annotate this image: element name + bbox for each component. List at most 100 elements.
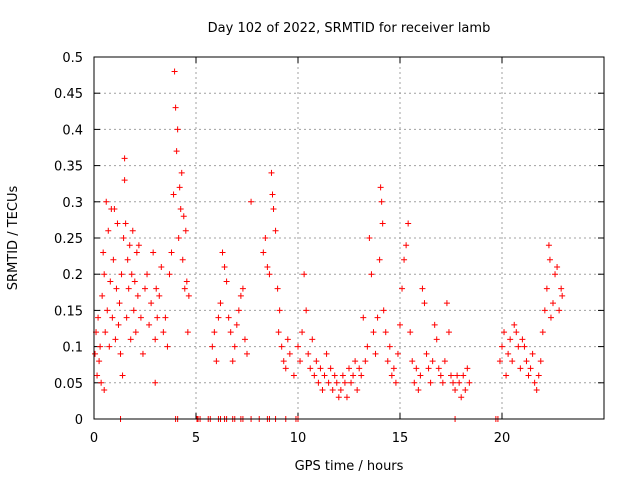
y-tick-label: 0.2 <box>62 268 83 283</box>
data-point <box>437 372 444 379</box>
data-point <box>185 292 192 299</box>
y-axis-label: SRMTID / TECUs <box>6 186 21 291</box>
data-point <box>137 314 144 321</box>
data-point <box>525 372 532 379</box>
data-point <box>423 350 430 357</box>
data-point <box>554 263 561 270</box>
data-point <box>531 379 538 386</box>
data-point <box>407 329 414 336</box>
data-point <box>268 169 275 176</box>
data-point <box>305 350 312 357</box>
data-point <box>264 263 271 270</box>
data-point <box>153 285 160 292</box>
data-point <box>274 285 281 292</box>
data-point <box>399 285 406 292</box>
data-point <box>313 358 320 365</box>
data-point <box>527 365 534 372</box>
data-point <box>173 148 180 155</box>
data-point <box>260 249 267 256</box>
y-tick-label: 0.5 <box>62 51 83 66</box>
data-point <box>415 387 422 394</box>
data-point <box>98 379 105 386</box>
data-point <box>120 235 127 241</box>
data-point <box>171 68 178 75</box>
data-point <box>158 263 165 270</box>
data-point <box>170 191 177 198</box>
data-point <box>341 379 348 386</box>
data-point <box>184 329 191 336</box>
data-point <box>134 292 141 299</box>
data-point <box>106 343 113 350</box>
data-point <box>152 379 159 386</box>
data-point <box>546 256 553 263</box>
data-point <box>217 300 224 307</box>
x-tick-label: 20 <box>494 431 511 446</box>
data-point <box>439 379 446 386</box>
y-tick-label: 0.25 <box>54 232 83 247</box>
data-point <box>323 350 330 357</box>
data-point <box>425 365 432 372</box>
data-point <box>448 372 454 379</box>
data-point <box>517 365 524 372</box>
data-point <box>213 358 220 365</box>
data-point <box>452 387 459 394</box>
data-point <box>431 321 438 328</box>
data-point <box>101 387 108 394</box>
data-point <box>122 220 129 227</box>
data-point <box>325 379 332 386</box>
data-point <box>99 292 106 299</box>
data-point <box>148 300 155 307</box>
data-point <box>501 329 508 336</box>
data-point <box>460 372 467 379</box>
data-point <box>382 329 389 336</box>
data-point <box>337 387 344 394</box>
y-tick-label: 0.45 <box>54 87 83 102</box>
data-point <box>111 206 118 213</box>
data-point <box>458 394 465 401</box>
data-point <box>114 220 121 227</box>
data-point <box>354 387 361 394</box>
data-point <box>297 358 304 365</box>
y-tick-label: 0.4 <box>62 123 83 138</box>
data-point <box>378 198 385 205</box>
y-tick-label: 0.15 <box>54 304 83 319</box>
data-point <box>175 235 182 241</box>
x-tick-label: 15 <box>392 431 409 446</box>
y-tick-label: 0.35 <box>54 160 83 175</box>
data-point <box>519 336 526 343</box>
data-point <box>127 336 134 343</box>
data-point <box>443 300 450 307</box>
data-point <box>445 329 452 336</box>
data-point <box>174 126 181 133</box>
data-point <box>241 336 248 343</box>
data-point <box>95 314 102 321</box>
data-point <box>335 394 342 401</box>
data-point <box>146 321 153 328</box>
data-point <box>233 321 240 328</box>
data-point <box>280 358 287 365</box>
data-point <box>499 343 505 350</box>
data-point <box>154 314 161 321</box>
data-point <box>464 365 471 372</box>
data-point <box>333 379 340 386</box>
data-point <box>309 336 316 343</box>
data-point <box>370 329 377 336</box>
data-point <box>221 263 228 270</box>
data-point <box>327 365 334 372</box>
data-point <box>211 329 218 336</box>
data-point <box>142 285 148 292</box>
data-point <box>123 314 130 321</box>
y-tick-label: 0.05 <box>54 377 83 392</box>
data-point <box>144 271 151 278</box>
data-point <box>160 329 167 336</box>
data-point <box>96 358 103 365</box>
data-point <box>269 191 276 198</box>
data-point <box>121 177 128 184</box>
data-point <box>450 379 457 386</box>
data-point <box>239 285 246 292</box>
data-point <box>104 307 111 314</box>
x-axis-label: GPS time / hours <box>295 459 404 474</box>
data-point <box>227 329 234 336</box>
data-point <box>115 321 122 328</box>
